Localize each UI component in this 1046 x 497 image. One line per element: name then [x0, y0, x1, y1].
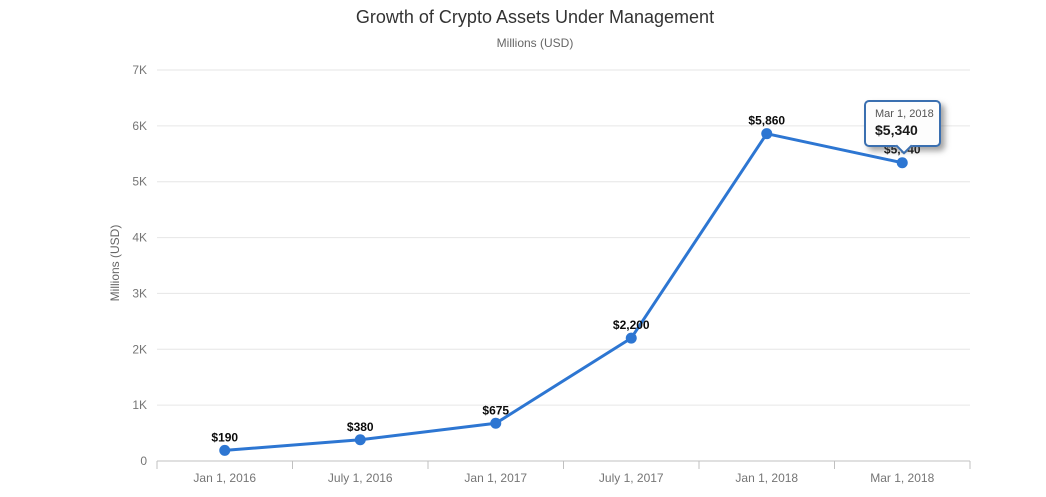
x-axis-tick-label: Jan 1, 2016	[193, 471, 256, 485]
tooltip-date: Mar 1, 2018	[875, 108, 934, 120]
series-line	[223, 132, 904, 452]
data-point[interactable]	[761, 128, 773, 140]
y-axis-tick-label: 4K	[132, 231, 147, 245]
y-axis-tick-label: 5K	[132, 175, 147, 189]
data-point-label: $190	[211, 430, 238, 444]
data-point[interactable]	[625, 332, 637, 344]
chart-title: Growth of Crypto Assets Under Management	[355, 7, 715, 27]
y-axis-tick-label: 6K	[132, 119, 147, 133]
data-point[interactable]	[219, 444, 231, 456]
data-point[interactable]	[896, 157, 908, 169]
x-axis-tick-label: Mar 1, 2018	[870, 471, 934, 485]
y-axis-tick-label: 0	[140, 454, 147, 468]
y-axis-tick-label: 7K	[132, 63, 147, 77]
data-point[interactable]	[490, 417, 502, 429]
y-axis-tick-label: 2K	[132, 342, 147, 356]
data-point-label: $5,860	[748, 114, 785, 128]
data-point-label: $2,200	[613, 318, 650, 332]
x-axis-tick-label: July 1, 2016	[328, 471, 393, 485]
tooltip-value: $5,340	[875, 122, 918, 138]
x-axis-tick-label: Jan 1, 2018	[735, 471, 798, 485]
data-point-label: $675	[482, 403, 509, 417]
x-axis-tick-label: July 1, 2017	[599, 471, 664, 485]
y-axis-tick-label: 1K	[132, 398, 147, 412]
chart-subtitle: Millions (USD)	[496, 36, 574, 50]
chart-header: Growth of Crypto Assets Under Management…	[0, 5, 1046, 50]
x-axis-tick-label: Jan 1, 2017	[464, 471, 527, 485]
tooltip: Mar 1, 2018 $5,340	[864, 100, 941, 155]
y-axis-tick-label: 3K	[132, 286, 147, 300]
data-point[interactable]	[354, 434, 366, 446]
data-point-label: $380	[347, 420, 374, 434]
